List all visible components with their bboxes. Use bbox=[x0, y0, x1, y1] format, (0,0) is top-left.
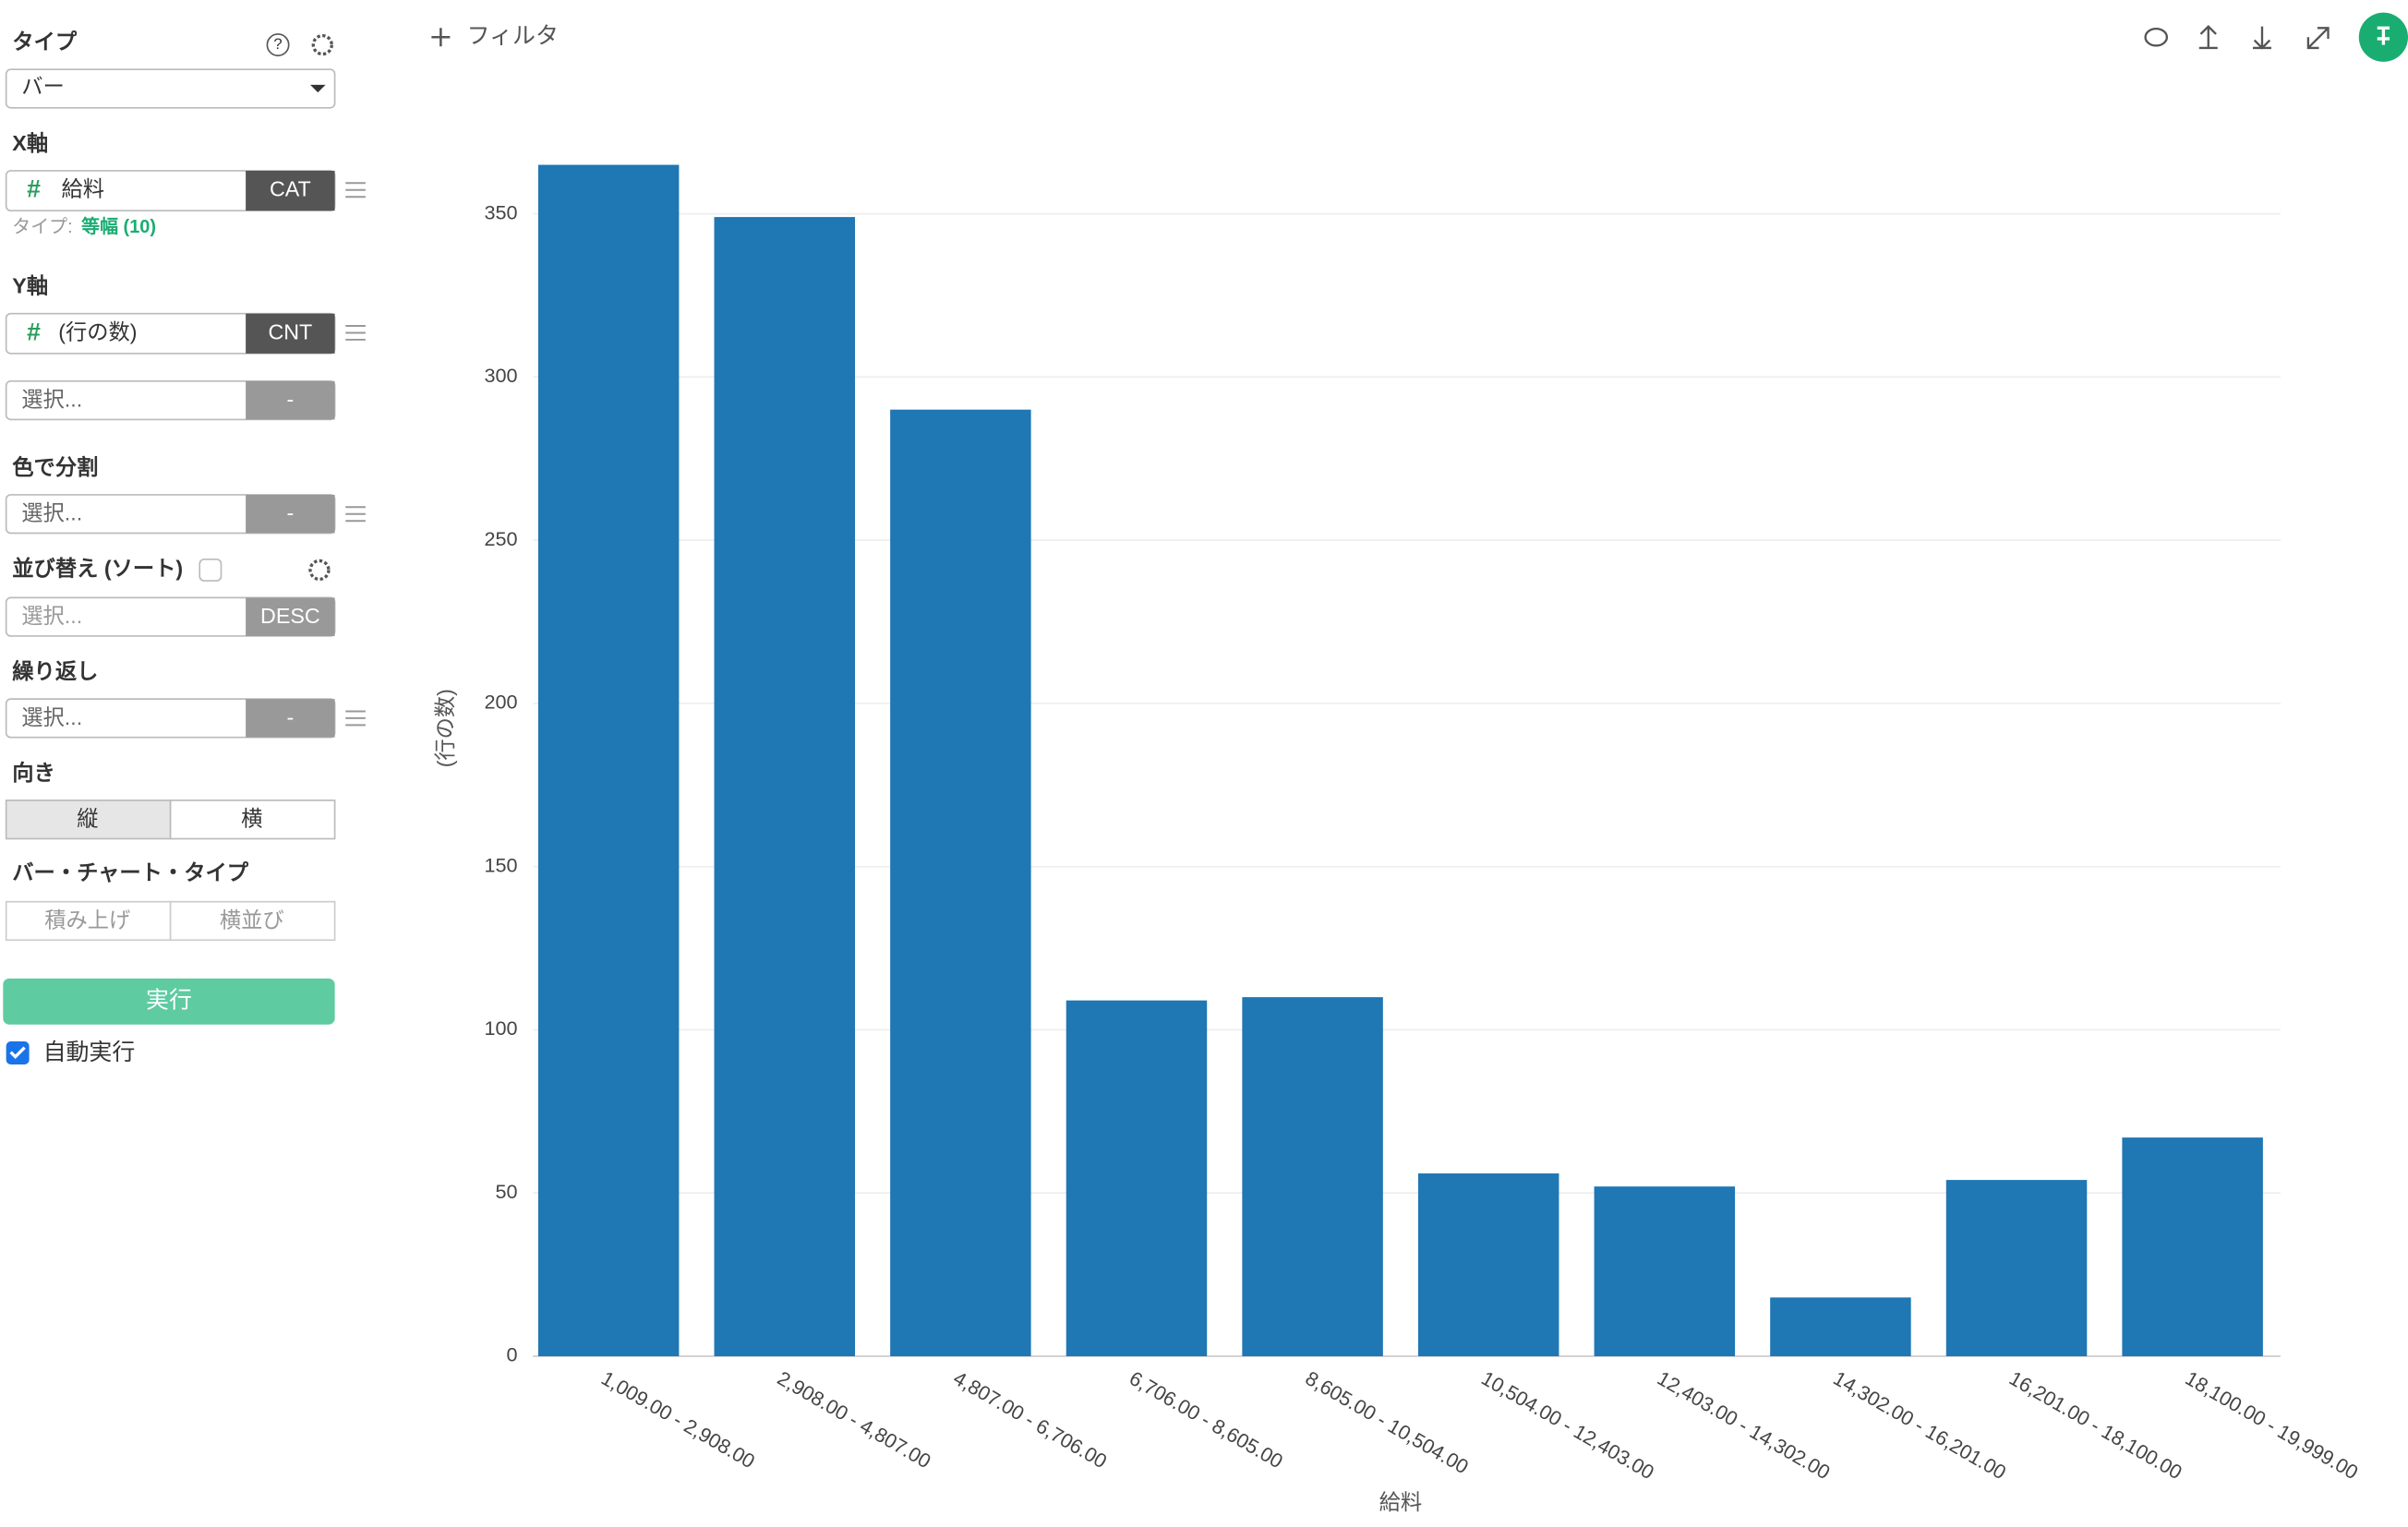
orientation-text: 縦 bbox=[77, 807, 98, 831]
y-tick-label: 150 bbox=[484, 853, 517, 876]
bar bbox=[714, 217, 856, 1357]
numeric-icon: # bbox=[27, 318, 41, 345]
repeat-agg-button[interactable] bbox=[246, 699, 335, 738]
y-field-name: (行の数) bbox=[58, 319, 137, 343]
color-placeholder: 選択... bbox=[21, 501, 82, 525]
color-agg-button[interactable] bbox=[246, 494, 335, 534]
bar-type-label: バー・チャート・タイプ bbox=[12, 860, 248, 884]
bar bbox=[1770, 1297, 1911, 1357]
comment-icon[interactable] bbox=[2144, 27, 2169, 47]
x-axis-label: X軸 bbox=[12, 131, 48, 155]
type-select[interactable] bbox=[5, 68, 336, 109]
x-tick-label: 18,100.00 - 19,999.00 bbox=[2182, 1366, 2363, 1484]
y-tick-label: 300 bbox=[484, 364, 517, 387]
pin-icon bbox=[2377, 26, 2390, 45]
bar bbox=[1066, 1000, 1208, 1357]
bar bbox=[1242, 997, 1383, 1357]
orientation-label: 向き bbox=[12, 761, 55, 785]
bar bbox=[1417, 1173, 1559, 1357]
y-agg-button[interactable] bbox=[246, 313, 335, 354]
x-tick-label: 6,706.00 - 8,605.00 bbox=[1126, 1366, 1287, 1473]
bar bbox=[890, 409, 1031, 1357]
x-tick-label: 16,201.00 - 18,100.00 bbox=[2005, 1366, 2186, 1484]
filter-button[interactable]: フィルタ bbox=[431, 23, 559, 49]
x-type-prefix: タイプ: bbox=[12, 216, 72, 237]
repeat-label: 繰り返し bbox=[12, 659, 98, 683]
help-icon[interactable] bbox=[266, 33, 290, 57]
repeat-agg: - bbox=[286, 705, 294, 729]
settings-icon[interactable] bbox=[308, 559, 331, 582]
auto-run-label: 自動実行 bbox=[43, 1040, 136, 1065]
orientation-option[interactable] bbox=[5, 800, 172, 840]
x-field-name: 給料 bbox=[62, 177, 105, 201]
y-axis-title: (行の数) bbox=[433, 689, 457, 767]
bar bbox=[1945, 1180, 2088, 1357]
sort-placeholder: 選択... bbox=[21, 604, 82, 628]
x-tick-label: 12,403.00 - 14,302.00 bbox=[1654, 1366, 1835, 1484]
color-label: 色で分割 bbox=[12, 455, 98, 479]
help-mark: ? bbox=[273, 35, 282, 53]
orientation-option[interactable] bbox=[169, 800, 336, 840]
bar bbox=[537, 164, 680, 1357]
x-agg-button[interactable] bbox=[246, 170, 335, 211]
expand-icon[interactable] bbox=[2306, 27, 2330, 50]
settings-icon[interactable] bbox=[311, 33, 333, 56]
y-agg: CNT bbox=[268, 319, 312, 343]
menu-icon[interactable] bbox=[345, 324, 366, 341]
y2-agg-button[interactable] bbox=[246, 380, 335, 420]
run-button[interactable] bbox=[3, 978, 335, 1025]
check-mark bbox=[9, 1046, 26, 1060]
plus-icon bbox=[431, 28, 451, 47]
sort-order-button[interactable] bbox=[246, 597, 335, 636]
numeric-icon: # bbox=[27, 175, 41, 203]
type-value: バー bbox=[21, 74, 65, 98]
orientation-text: 横 bbox=[241, 807, 262, 831]
y2-placeholder: 選択... bbox=[21, 388, 82, 412]
y-tick-label: 200 bbox=[484, 691, 517, 714]
x-agg: CAT bbox=[270, 177, 311, 201]
x-tick-label: 2,908.00 - 4,807.00 bbox=[774, 1366, 935, 1473]
y-axis-label: Y軸 bbox=[12, 274, 48, 298]
x-axis-title: 給料 bbox=[1379, 1490, 1423, 1514]
color-agg: - bbox=[286, 501, 294, 525]
x-tick-label: 8,605.00 - 10,504.00 bbox=[1302, 1366, 1473, 1478]
y-tick-label: 250 bbox=[484, 527, 517, 550]
chart: 給料 (行の数) 0 50 100 150 200 250 300 350 1,009.00 -… bbox=[433, 164, 2363, 1514]
y-tick-label: 100 bbox=[484, 1016, 517, 1040]
y-tick-label: 50 bbox=[495, 1180, 517, 1203]
run-label: 実行 bbox=[146, 987, 192, 1013]
bar-type-option[interactable] bbox=[169, 900, 336, 942]
type-label: タイプ bbox=[12, 30, 78, 54]
upload-icon[interactable] bbox=[2198, 24, 2218, 50]
x-tick-label: 14,302.00 - 16,201.00 bbox=[1829, 1366, 2010, 1484]
filter-label: フィルタ bbox=[467, 23, 559, 49]
y-tick-label: 0 bbox=[506, 1343, 517, 1366]
y2-agg: - bbox=[286, 388, 294, 412]
download-icon[interactable] bbox=[2253, 26, 2271, 50]
x-type-value[interactable]: 等幅 (10) bbox=[81, 215, 156, 237]
bar bbox=[2122, 1137, 2263, 1357]
menu-icon[interactable] bbox=[345, 710, 366, 727]
y-tick-label: 350 bbox=[484, 200, 517, 223]
sort-checkbox[interactable] bbox=[199, 558, 223, 582]
bar-type-text: 積み上げ bbox=[44, 908, 130, 932]
x-tick-label: 4,807.00 - 6,706.00 bbox=[949, 1366, 1111, 1473]
bar bbox=[1594, 1186, 1736, 1357]
menu-icon[interactable] bbox=[345, 182, 366, 198]
repeat-placeholder: 選択... bbox=[21, 705, 82, 729]
x-tick-label: 1,009.00 - 2,908.00 bbox=[597, 1366, 759, 1473]
sort-order: DESC bbox=[260, 604, 320, 628]
x-tick-label: 10,504.00 - 12,403.00 bbox=[1477, 1366, 1658, 1484]
menu-icon[interactable] bbox=[345, 506, 366, 523]
bar-type-text: 横並び bbox=[220, 908, 284, 932]
dropdown-arrow bbox=[309, 84, 326, 93]
sort-label: 並び替え (ソート) bbox=[12, 557, 183, 581]
